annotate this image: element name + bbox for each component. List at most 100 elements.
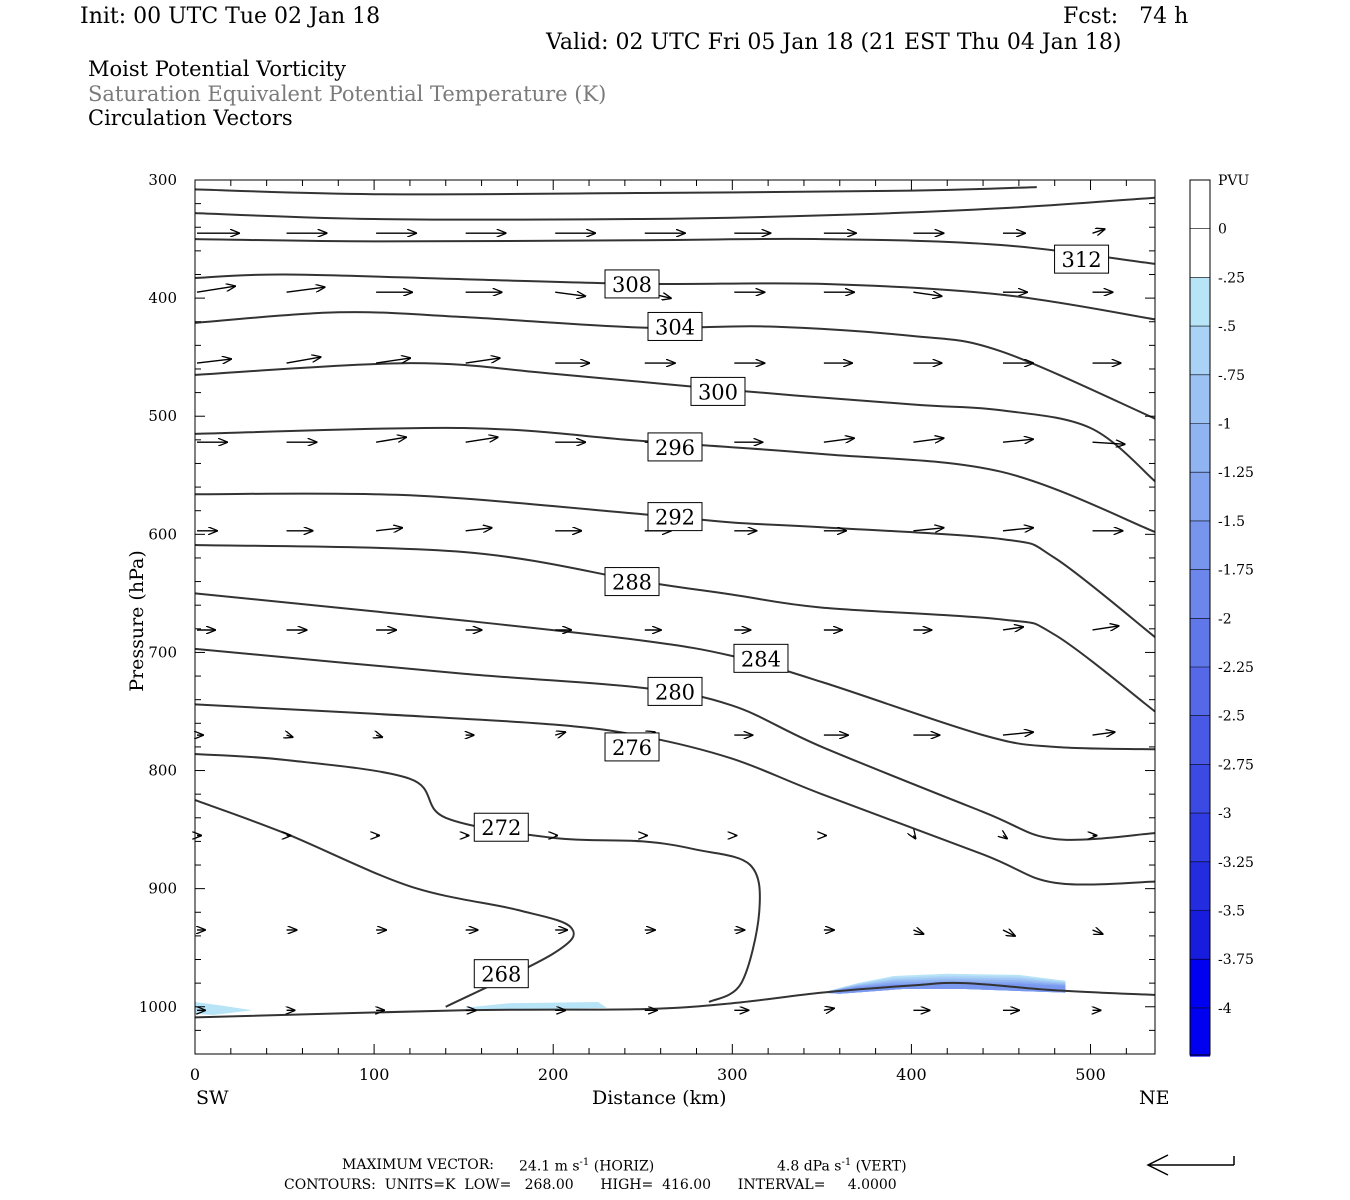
circulation-vector [465, 528, 492, 531]
y-tick-label: 500 [148, 407, 177, 425]
contour-label-box [1054, 244, 1110, 274]
circulation-vector [913, 836, 915, 839]
colorbar-level-label: -.25 [1218, 270, 1245, 286]
colorbar-box [1190, 180, 1210, 229]
field-title-vectors: Circulation Vectors [88, 106, 293, 130]
colorbar-level-label: 0 [1218, 222, 1227, 238]
contour-label-box [647, 502, 703, 532]
colorbar-box [1190, 228, 1210, 278]
contour-label-box [647, 311, 703, 341]
circulation-vector [1002, 439, 1033, 442]
circulation-vector [286, 287, 325, 293]
colorbar-level-label: -1 [1218, 417, 1232, 433]
contour-line-276 [194, 703, 1156, 886]
colorbar-box [1190, 910, 1210, 960]
colorbar-level-label: -.5 [1218, 319, 1236, 335]
colorbar-box [1190, 861, 1210, 911]
contour-line-292 [194, 492, 1156, 638]
colorbar-level-label: -3.75 [1218, 952, 1254, 968]
max-vector-horiz: 24.1 m s-1 (HORIZ) [519, 1158, 654, 1174]
contour-line-310 [194, 237, 1156, 265]
colorbar-level-label: -1.5 [1218, 514, 1245, 530]
colorbar-frame [1189, 179, 1211, 1056]
contour-label: 268 [481, 963, 521, 987]
contour-label: 300 [698, 380, 738, 404]
colorbar-level-label: -1.25 [1218, 465, 1254, 481]
colorbar-box [1190, 569, 1210, 619]
circulation-vector [465, 358, 500, 364]
circulation-vector [196, 286, 235, 293]
circulation-vector [913, 438, 943, 442]
colorbar-level-label: -1.75 [1218, 563, 1254, 579]
contour-line-284 [194, 592, 1156, 751]
colorbar-level-label: -4 [1218, 1001, 1232, 1017]
colorbar-box [1190, 764, 1210, 814]
circulation-vector [1092, 229, 1105, 233]
pv-region [463, 1002, 607, 1011]
colorbar-level-label: -3.5 [1218, 904, 1245, 920]
circulation-vector [1002, 528, 1033, 531]
circulation-vector [196, 359, 231, 363]
contour-label-box [604, 269, 660, 299]
circulation-vector [1002, 627, 1023, 630]
contour-label-box [690, 376, 746, 406]
y-axis-label: Pressure (hPa) [126, 550, 148, 692]
horiz-exponent: -1 [579, 1157, 590, 1168]
x-tick-label: 500 [1075, 1065, 1106, 1084]
contour-label-box [604, 567, 660, 597]
circulation-vector [287, 735, 293, 737]
colorbar-box [1190, 959, 1210, 1008]
contour-label-box [647, 432, 703, 462]
contour-label: 288 [612, 571, 652, 595]
colorbar-level-label: -3.25 [1218, 855, 1254, 871]
y-tick-label: 900 [148, 880, 177, 898]
x-end-label-sw: SW [196, 1087, 229, 1109]
valid-time: Valid: 02 UTC Fri 05 Jan 18 (21 EST Thu … [546, 30, 1122, 55]
colorbar-box [1190, 277, 1210, 327]
contour-line-280 [194, 647, 1156, 841]
contour-label-box [733, 643, 789, 673]
x-tick-label: 100 [359, 1065, 390, 1084]
y-tick-label: 1000 [139, 998, 177, 1016]
contour-label-box [604, 732, 660, 762]
contour-line-296 [194, 426, 1156, 533]
contour-label-box [647, 676, 703, 706]
x-tick-label: 0 [190, 1065, 200, 1084]
colorbar-box [1190, 472, 1210, 521]
circulation-vector [1002, 732, 1033, 735]
circulation-vector [465, 437, 498, 443]
circulation-vector [376, 735, 382, 737]
y-tick-label: 700 [148, 643, 177, 661]
colorbar-box [1190, 374, 1210, 424]
circulation-vector [555, 732, 565, 735]
colorbar-box [1190, 423, 1210, 473]
contour-label: 280 [655, 680, 695, 704]
circulation-vector [376, 358, 410, 364]
contour-line-270 [194, 981, 1156, 1019]
max-vector-label: MAXIMUM VECTOR: [342, 1157, 494, 1173]
circulation-vector [823, 1008, 834, 1010]
colorbar-level-label: -2.25 [1218, 660, 1254, 676]
colorbar-title: PVU [1218, 173, 1250, 189]
contour-line-272 [194, 753, 761, 1003]
contour-info: CONTOURS: UNITS=K LOW= 268.00 HIGH= 416.… [284, 1177, 897, 1193]
field-title-theta: Saturation Equivalent Potential Temperat… [88, 82, 607, 106]
circulation-vector [1092, 732, 1115, 735]
contour-label-box [473, 959, 529, 989]
contour-label: 312 [1062, 248, 1102, 272]
contour-line-288 [194, 544, 1156, 713]
circulation-vector [375, 437, 406, 443]
circulation-vector [913, 930, 923, 934]
colorbar-box [1190, 715, 1210, 765]
max-vector-vert-value: 4.8 dPa s [777, 1158, 842, 1175]
circulation-vector [1092, 626, 1119, 630]
circulation-vector [913, 528, 943, 531]
x-end-label-ne: NE [1139, 1087, 1170, 1109]
vert-tag: (VERT) [855, 1158, 907, 1175]
forecast-hour: Fcst: 74 h [1063, 4, 1189, 29]
colorbar-box [1190, 813, 1210, 862]
colorbar-box [1190, 326, 1210, 375]
max-vector-vert: 4.8 dPa s-1 (VERT) [777, 1158, 907, 1174]
contour-line-312 [194, 196, 1156, 221]
